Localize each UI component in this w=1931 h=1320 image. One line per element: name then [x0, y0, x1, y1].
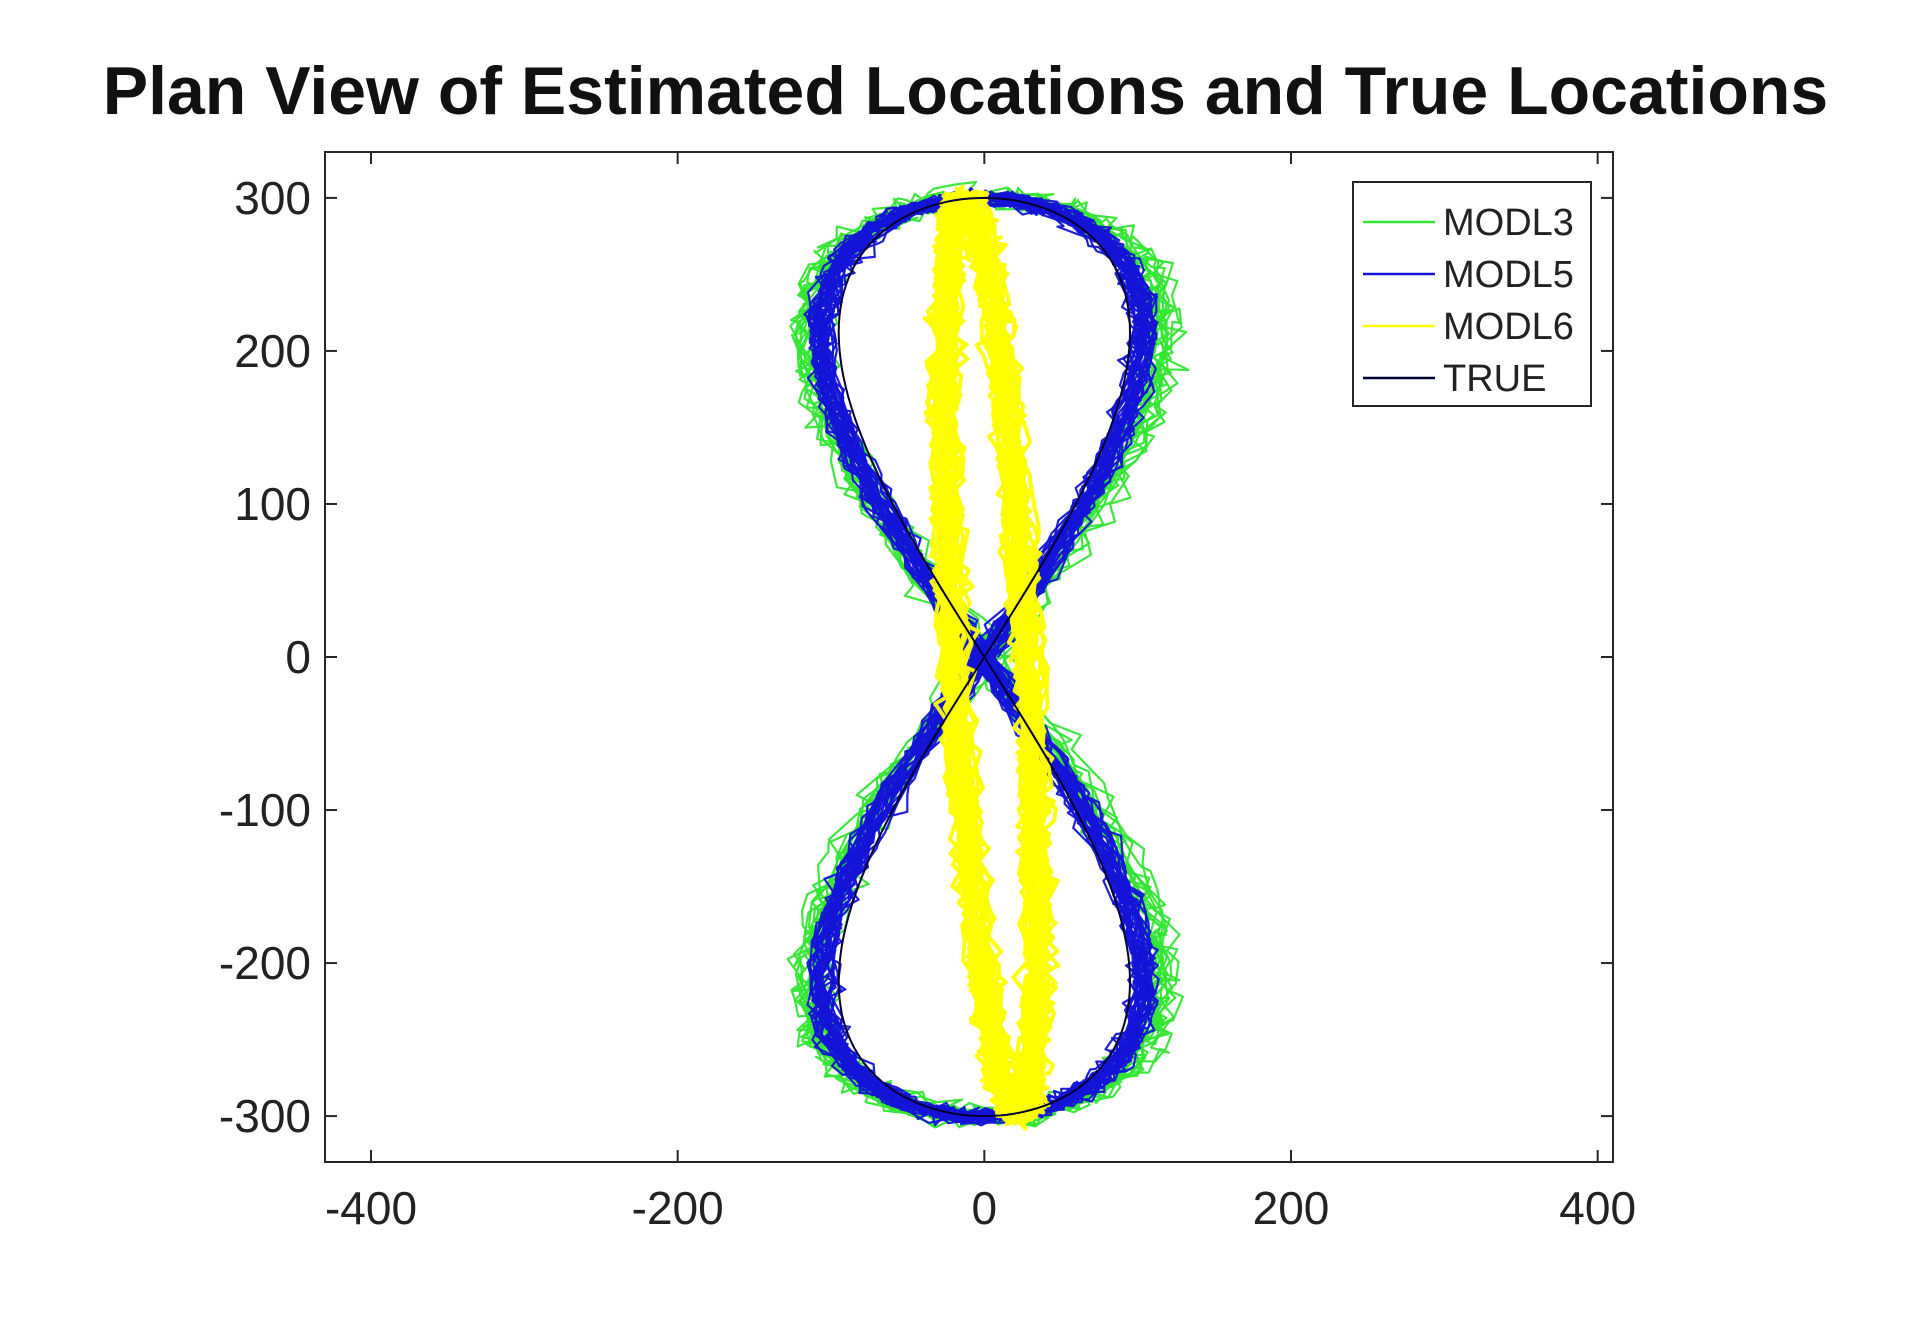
x-tick-label: 0: [972, 1182, 998, 1234]
y-tick-label: -200: [219, 937, 311, 989]
legend-label-true: TRUE: [1443, 358, 1546, 400]
y-tick-label: -300: [219, 1090, 311, 1142]
y-tick-label: 300: [234, 172, 311, 224]
series-line-modl6: [941, 193, 1060, 1125]
data-traces: [786, 180, 1190, 1131]
legend-label-modl6: MODL6: [1443, 306, 1574, 348]
legend-box: [1352, 181, 1592, 407]
series-true: [837, 196, 1131, 1118]
series-modl5: [803, 187, 1160, 1127]
y-tick-label: 0: [285, 631, 311, 683]
legend-label-modl5: MODL5: [1443, 254, 1574, 296]
x-tick-label: 200: [1253, 1182, 1330, 1234]
series-modl6: [922, 184, 1061, 1131]
x-tick-label: -400: [325, 1182, 417, 1234]
axis-ticks: -400 -200 0 200 400 300 200 100 0 -100 -200 -300: [219, 152, 1636, 1234]
x-tick-label: -200: [632, 1182, 724, 1234]
series-line-modl5: [806, 196, 1142, 1127]
series-line-modl6: [924, 193, 1041, 1120]
chart-title: Plan View of Estimated Locations and Tru…: [102, 53, 1829, 129]
y-tick-label: 200: [234, 325, 311, 377]
series-line-true: [837, 196, 1131, 1118]
legend: MODL3 MODL5 MODL6 TRUE: [1352, 181, 1592, 407]
x-tick-label: 400: [1559, 1182, 1636, 1234]
y-tick-label: 100: [234, 478, 311, 530]
y-tick-label: -100: [219, 784, 311, 836]
legend-label-modl3: MODL3: [1443, 202, 1574, 244]
